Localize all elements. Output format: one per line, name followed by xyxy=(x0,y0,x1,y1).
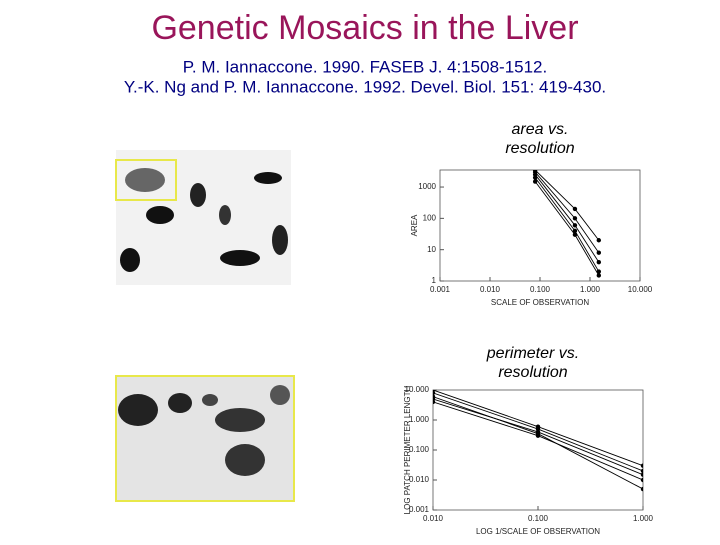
point xyxy=(572,206,578,212)
reference: P. M. Iannaccone. 1990. FASEB J. 4:1508-… xyxy=(183,57,548,76)
y-tick-label: 1 xyxy=(432,276,437,285)
point xyxy=(532,170,538,173)
y-tick-label: 100 xyxy=(423,213,437,222)
series xyxy=(532,179,602,278)
point xyxy=(572,216,578,221)
point xyxy=(433,390,436,393)
plot-frame xyxy=(439,169,641,282)
point xyxy=(572,223,578,228)
point xyxy=(640,477,643,483)
point xyxy=(596,250,602,255)
chart-title: resolution xyxy=(505,140,574,157)
y-tick-label: 10.000 xyxy=(405,385,430,394)
point xyxy=(640,463,643,468)
point xyxy=(640,468,643,474)
y-tick-label: 0.010 xyxy=(409,475,430,484)
series-line xyxy=(433,396,643,490)
x-tick-label: 0.100 xyxy=(530,285,551,294)
point xyxy=(640,472,643,477)
series xyxy=(433,399,643,483)
point xyxy=(596,269,602,274)
y-axis-label: LOG PATCH PERIMETER LENGTH xyxy=(403,385,412,514)
chart-title: area vs. xyxy=(512,121,569,138)
x-tick-label: 10.000 xyxy=(628,285,653,294)
series-line xyxy=(433,401,643,481)
chart-title: resolution xyxy=(498,364,567,381)
x-tick-label: 1.000 xyxy=(633,514,654,523)
y-tick-label: 1.000 xyxy=(409,415,430,424)
series-line xyxy=(534,174,600,263)
x-tick-label: 0.001 xyxy=(430,285,451,294)
chart-title: perimeter vs. xyxy=(486,345,579,362)
y-tick-label: 1000 xyxy=(418,182,436,191)
point xyxy=(532,175,538,180)
x-axis-label: SCALE OF OBSERVATION xyxy=(491,298,589,307)
y-tick-label: 0.100 xyxy=(409,445,430,454)
series xyxy=(532,175,602,274)
y-tick-label: 10 xyxy=(427,245,436,254)
series xyxy=(532,170,602,243)
point xyxy=(532,179,538,184)
series-line xyxy=(534,170,600,241)
point xyxy=(572,228,578,234)
micrograph-top xyxy=(115,150,291,285)
micrograph-bottom xyxy=(115,375,295,502)
y-tick-label: 0.001 xyxy=(409,505,430,514)
series-line xyxy=(534,181,600,276)
series xyxy=(433,390,643,468)
x-tick-label: 1.000 xyxy=(580,285,601,294)
point xyxy=(433,394,436,399)
x-tick-label: 0.010 xyxy=(480,285,501,294)
chart: perimeter vs. resolution 0.010 0.100 1.000 0.… xyxy=(403,345,653,536)
series-line xyxy=(534,171,600,253)
series xyxy=(433,394,643,492)
point xyxy=(596,273,602,278)
point xyxy=(596,259,602,265)
point xyxy=(640,486,643,492)
point xyxy=(596,238,602,243)
x-tick-label: 0.010 xyxy=(423,514,444,523)
point xyxy=(572,232,578,237)
slide-title: Genetic Mosaics in the Liver xyxy=(151,9,578,47)
point xyxy=(433,399,436,405)
x-axis-label: LOG 1/SCALE OF OBSERVATION xyxy=(476,527,600,536)
reference: Y.-K. Ng and P. M. Iannaccone. 1992. Dev… xyxy=(124,77,606,96)
series xyxy=(532,170,602,255)
series xyxy=(532,172,602,265)
point xyxy=(535,424,541,429)
x-tick-label: 0.100 xyxy=(528,514,549,523)
point xyxy=(535,431,541,436)
y-axis-label: AREA xyxy=(410,214,419,236)
chart: area vs. resolution 0.001 0.010 0.100 1.000 10… xyxy=(410,121,653,307)
